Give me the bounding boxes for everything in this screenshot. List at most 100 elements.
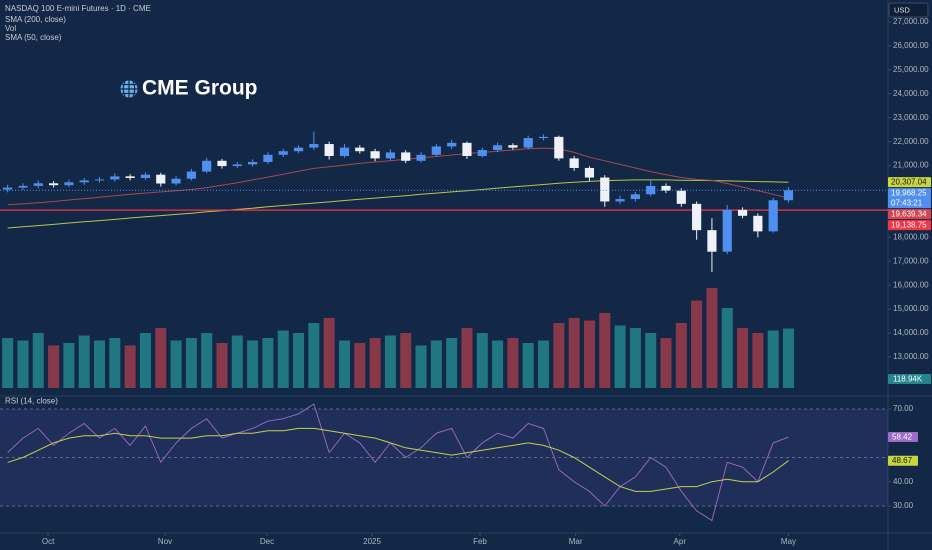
volume-bar <box>599 313 611 388</box>
candle-body <box>64 182 74 186</box>
candle-body <box>339 147 350 156</box>
volume-bar <box>553 323 565 388</box>
volume-bar <box>492 340 504 388</box>
volume-bar <box>614 325 626 388</box>
y-tick-label: 25,000.00 <box>893 65 929 74</box>
sma50-line <box>7 147 789 206</box>
volume-bar <box>522 343 534 388</box>
rsi-title: RSI (14, close) <box>5 397 58 406</box>
chart-title: NASDAQ 100 E-mini Futures · 1D · CME <box>5 4 151 13</box>
y-tick-label: 17,000.00 <box>893 256 929 265</box>
x-tick-label: Oct <box>42 537 55 546</box>
volume-bar <box>109 338 121 388</box>
candle-body <box>737 209 748 216</box>
y-tick-label: 21,000.00 <box>893 161 929 170</box>
rsi-badge <box>888 455 918 466</box>
x-tick-label: Mar <box>569 537 583 546</box>
rsi-pane <box>0 400 888 530</box>
candle-body <box>692 203 702 231</box>
volume-bar <box>430 340 442 388</box>
candle-body <box>156 174 166 184</box>
volume-bar <box>17 340 29 388</box>
price-badge-label: 20,307.04 <box>891 178 927 187</box>
price-badge <box>888 220 931 231</box>
price-badge-countdown: 07:43:21 <box>891 198 923 207</box>
y-tick-label: 18,000.00 <box>893 232 929 241</box>
x-tick-label: 2025 <box>363 537 381 546</box>
currency-button-frame[interactable] <box>888 2 929 18</box>
legend-entry: Vol <box>5 24 16 33</box>
y-tick-label: 24,000.00 <box>893 89 929 98</box>
candle-body <box>661 185 671 191</box>
volume-bar <box>507 338 519 388</box>
volume-bar <box>706 288 718 388</box>
volume-bar <box>752 333 764 388</box>
candle-body <box>600 177 610 202</box>
candle-body <box>3 187 13 190</box>
volume-bar <box>216 343 228 388</box>
volume-bar <box>277 330 289 388</box>
x-tick-label: Feb <box>473 537 487 546</box>
candle-body <box>554 136 564 159</box>
currency-label[interactable]: USD <box>894 5 910 14</box>
candle-body <box>248 161 258 165</box>
y-tick-label: 27,000.00 <box>893 17 929 26</box>
volume-bar <box>155 328 167 388</box>
y-tick-label: 16,000.00 <box>893 280 929 289</box>
candle-body <box>569 158 579 168</box>
volume-bar <box>231 335 243 388</box>
y-tick-label: 13,000.00 <box>893 352 929 361</box>
price-badge <box>888 177 931 188</box>
rsi-badge <box>888 432 918 443</box>
rsi-tick-label: 30.00 <box>893 501 914 510</box>
currency-button[interactable]: USD <box>888 2 929 18</box>
volume-bar <box>63 343 75 388</box>
candle-body <box>309 144 319 148</box>
volume-bar <box>48 345 60 388</box>
volume-bar <box>645 333 657 388</box>
volume-bar <box>354 343 366 388</box>
volume-bar <box>767 330 779 388</box>
candle-body <box>646 185 656 195</box>
volume-badge-label: 118.94K <box>893 374 923 383</box>
legend-entry: SMA (50, close) <box>5 33 62 42</box>
volume-bar <box>538 340 550 388</box>
volume-bar <box>323 318 335 388</box>
volume-badge <box>888 374 931 384</box>
rsi-badge-label: 58.42 <box>892 432 913 441</box>
volume-bar <box>308 323 320 388</box>
candles <box>3 131 794 273</box>
candle-body <box>263 154 273 162</box>
price-badge-label: 19,138.75 <box>891 221 927 230</box>
y-tick-label: 26,000.00 <box>893 41 929 50</box>
volume-bar <box>737 328 749 388</box>
candle-body <box>630 194 640 200</box>
candle-body <box>584 167 595 178</box>
candle-body <box>538 136 549 139</box>
candle-body <box>171 178 181 184</box>
volume-bar <box>369 338 381 388</box>
price-badge <box>888 188 931 209</box>
candle-body <box>202 160 212 172</box>
volume-bar <box>170 340 182 388</box>
candle-body <box>462 142 472 156</box>
candle-body <box>79 180 89 183</box>
candle-body <box>140 174 151 179</box>
candle-body <box>293 147 304 152</box>
candle-body <box>477 150 487 156</box>
volume-bar <box>721 308 733 388</box>
volume-bar <box>400 333 412 388</box>
rsi-tick-label: 70.00 <box>893 404 914 413</box>
candle-body <box>278 151 288 155</box>
candle-body <box>232 164 242 167</box>
volume-bar <box>293 333 305 388</box>
candle-body <box>401 152 411 161</box>
legend-entry: SMA (200, close) <box>5 15 66 24</box>
candle-body <box>186 171 196 179</box>
volume-bar <box>675 323 687 388</box>
volume-bar <box>2 338 14 388</box>
volume-bar <box>461 328 473 388</box>
volume-bar <box>660 338 672 388</box>
y-tick-label: 23,000.00 <box>893 113 929 122</box>
volume-bar <box>247 340 259 388</box>
